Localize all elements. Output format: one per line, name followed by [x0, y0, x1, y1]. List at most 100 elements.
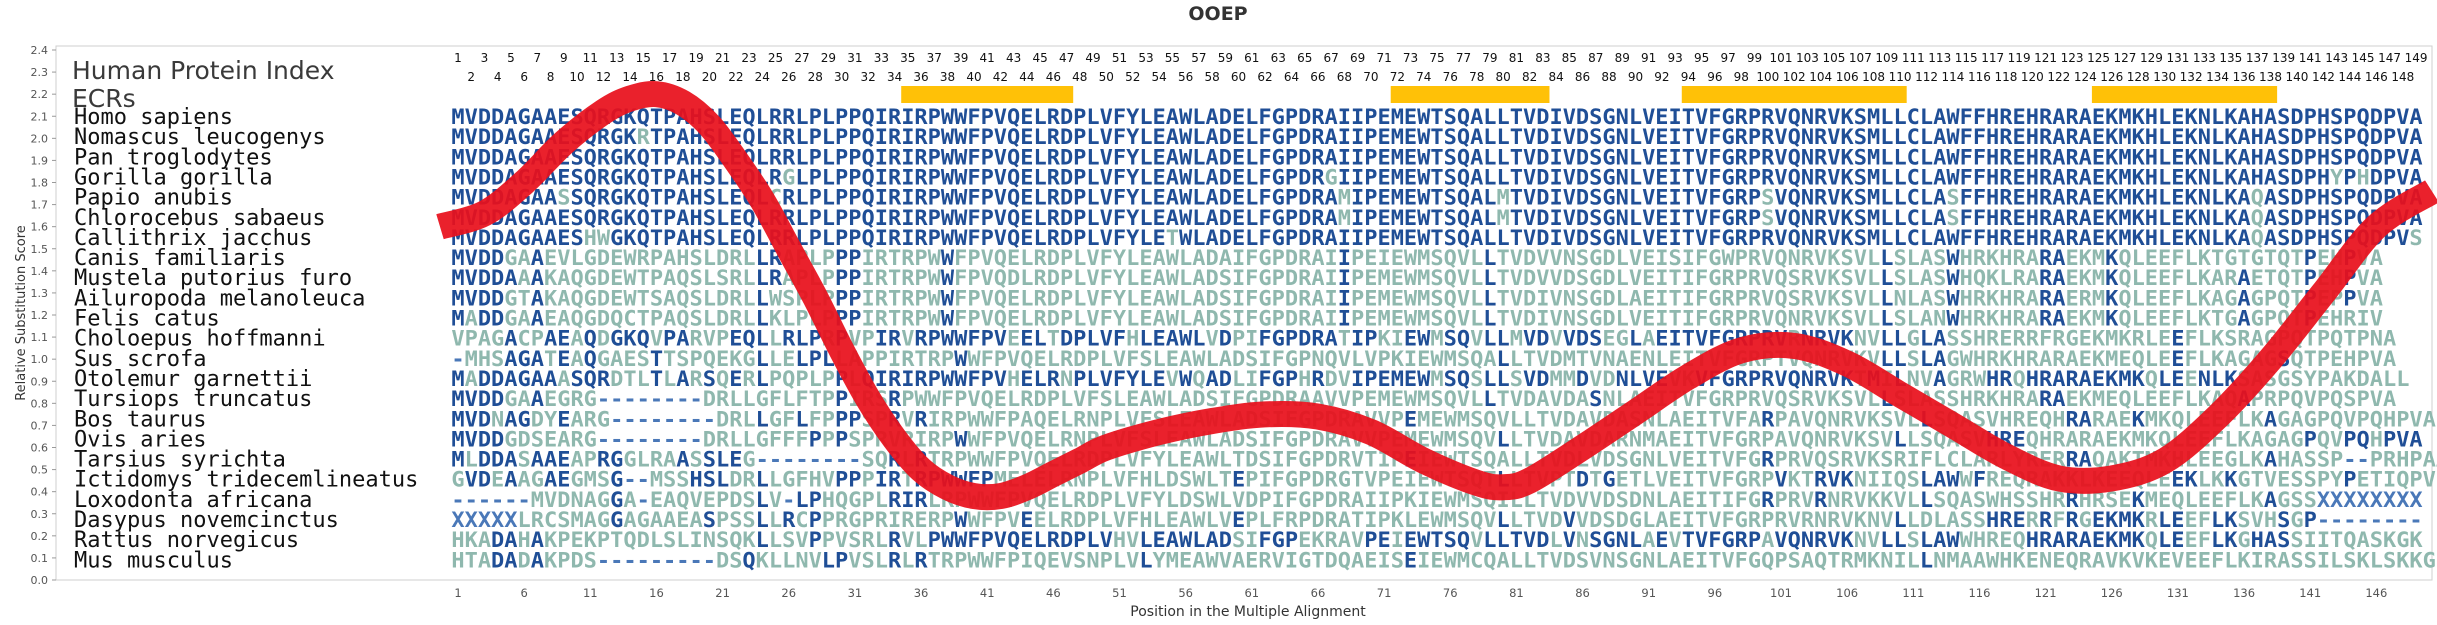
- human-index-number: 141: [2299, 51, 2322, 65]
- human-index-number: 46: [1046, 70, 1061, 84]
- x-axis-label: Position in the Multiple Alignment: [1130, 604, 1366, 620]
- x-tick-label: 56: [1178, 586, 1193, 600]
- human-index-number: 115: [1955, 51, 1978, 65]
- y-tick-label: 1.3: [31, 287, 49, 300]
- x-tick-label: 1: [454, 586, 461, 600]
- species-name: Tursiops truncatus: [74, 387, 312, 412]
- y-tick-label: 2.1: [31, 110, 49, 123]
- human-index-number: 120: [2021, 70, 2044, 84]
- human-index-number: 86: [1575, 70, 1590, 84]
- human-index-number: 106: [1836, 70, 1859, 84]
- species-name: Canis familiaris: [74, 246, 286, 271]
- species-name: Felis catus: [74, 307, 220, 332]
- species-name: Rattus norvegicus: [74, 528, 299, 553]
- species-name: Tarsius syrichta: [74, 448, 286, 473]
- human-index-number: 125: [2087, 51, 2110, 65]
- human-index-number: 11: [583, 51, 598, 65]
- human-index-number: 53: [1138, 51, 1153, 65]
- y-tick-label: 1.9: [31, 154, 49, 167]
- human-index-number: 77: [1456, 51, 1471, 65]
- human-index-number: 91: [1641, 51, 1656, 65]
- y-tick-label: 1.8: [31, 177, 49, 190]
- human-index-number: 70: [1363, 70, 1378, 84]
- human-index-number: 22: [728, 70, 743, 84]
- x-tick-label: 66: [1311, 586, 1326, 600]
- x-tick-label: 116: [1968, 586, 1990, 600]
- human-index-number: 8: [547, 70, 555, 84]
- human-index-number: 126: [2100, 70, 2123, 84]
- human-index-number: 104: [1809, 70, 1832, 84]
- x-tick-label: 111: [1902, 586, 1924, 600]
- x-tick-label: 101: [1770, 586, 1792, 600]
- sequence-row: MADDGAAEAQGDQCTPAQSLDRLLKLPLPPPIRTRPWWFP…: [451, 307, 2383, 332]
- human-index-number: 23: [741, 51, 756, 65]
- human-index-number: 73: [1403, 51, 1418, 65]
- sequence-row: HKADAHAKPEKPTQDLSLINSQKLLSVPPVSRLRVLPWWF…: [451, 528, 2422, 553]
- human-index-number: 38: [940, 70, 955, 84]
- human-index-number: 24: [755, 70, 770, 84]
- x-tick-label: 36: [914, 586, 929, 600]
- human-index-number: 97: [1720, 51, 1735, 65]
- y-tick-label: 0.8: [31, 397, 49, 410]
- human-index-number: 6: [520, 70, 528, 84]
- y-tick-label: 0.0: [31, 574, 49, 587]
- human-index-number: 144: [2338, 70, 2361, 84]
- human-index-number: 109: [1875, 51, 1898, 65]
- sequence-row: XXXXXLRCSMAGGAGAAEASPSSLLRCPPRGPRIRERPWW…: [451, 508, 2422, 533]
- sequence-row: VPAGACPAEAQDGKQVPARVPEQLLRLPRPVPIRVRPWWF…: [451, 327, 2396, 352]
- human-index-number: 31: [847, 51, 862, 65]
- ecr-bar: [1681, 86, 1907, 103]
- human-index-number: 59: [1218, 51, 1233, 65]
- x-tick-label: 6: [520, 586, 527, 600]
- human-index-number: 9: [560, 51, 568, 65]
- human-index-number: 34: [887, 70, 902, 84]
- x-tick-label: 41: [980, 586, 995, 600]
- human-index-number: 20: [702, 70, 717, 84]
- species-name: Gorilla gorilla: [74, 165, 273, 190]
- species-name: Mustela putorius furo: [74, 266, 352, 291]
- human-index-number: 131: [2166, 51, 2189, 65]
- human-index-number: 83: [1535, 51, 1550, 65]
- x-tick-label: 126: [2101, 586, 2123, 600]
- human-index-number: 69: [1350, 51, 1365, 65]
- human-index-number: 13: [609, 51, 624, 65]
- human-index-number: 142: [2312, 70, 2335, 84]
- human-index-number: 26: [781, 70, 796, 84]
- human-index-number: 67: [1324, 51, 1339, 65]
- y-tick-label: 0.1: [31, 552, 49, 565]
- x-tick-label: 61: [1244, 586, 1259, 600]
- human-index-number: 113: [1928, 51, 1951, 65]
- human-index-number: 54: [1152, 70, 1167, 84]
- human-index-number: 105: [1822, 51, 1845, 65]
- human-index-number: 149: [2405, 51, 2428, 65]
- sequence-row: MVDDAGAAESQRGKQTPAHSLEQLRRLPLPPQIRIRPWWF…: [451, 145, 2422, 170]
- y-tick-label: 1.4: [31, 265, 49, 278]
- human-index-number: 133: [2193, 51, 2216, 65]
- human-index-number: 146: [2365, 70, 2388, 84]
- human-index-number: 145: [2352, 51, 2375, 65]
- human-index-number: 148: [2391, 70, 2414, 84]
- human-index-number: 137: [2246, 51, 2269, 65]
- x-tick-label: 21: [715, 586, 730, 600]
- x-tick-label: 146: [2365, 586, 2387, 600]
- human-index-number: 114: [1942, 70, 1965, 84]
- human-index-number: 81: [1509, 51, 1524, 65]
- substitution-score-curve: [436, 81, 2437, 511]
- human-index-number: 1: [454, 51, 462, 65]
- human-index-number: 88: [1601, 70, 1616, 84]
- species-name: Homo sapiens: [74, 105, 233, 130]
- human-index-number: 118: [1994, 70, 2017, 84]
- human-index-number: 63: [1271, 51, 1286, 65]
- human-index-number: 117: [1981, 51, 2004, 65]
- human-index-number: 21: [715, 51, 730, 65]
- human-index-number: 65: [1297, 51, 1312, 65]
- y-axis-label: Relative Substitution Score: [14, 225, 29, 401]
- ecrs-label: ECRs: [72, 84, 136, 113]
- human-index-number: 64: [1284, 70, 1299, 84]
- human-index-number: 25: [768, 51, 783, 65]
- human-index-number: 52: [1125, 70, 1140, 84]
- human-index-number: 103: [1796, 51, 1819, 65]
- human-index-number: 136: [2233, 70, 2256, 84]
- plot-frame: [55, 45, 2433, 581]
- human-index-number: 36: [913, 70, 928, 84]
